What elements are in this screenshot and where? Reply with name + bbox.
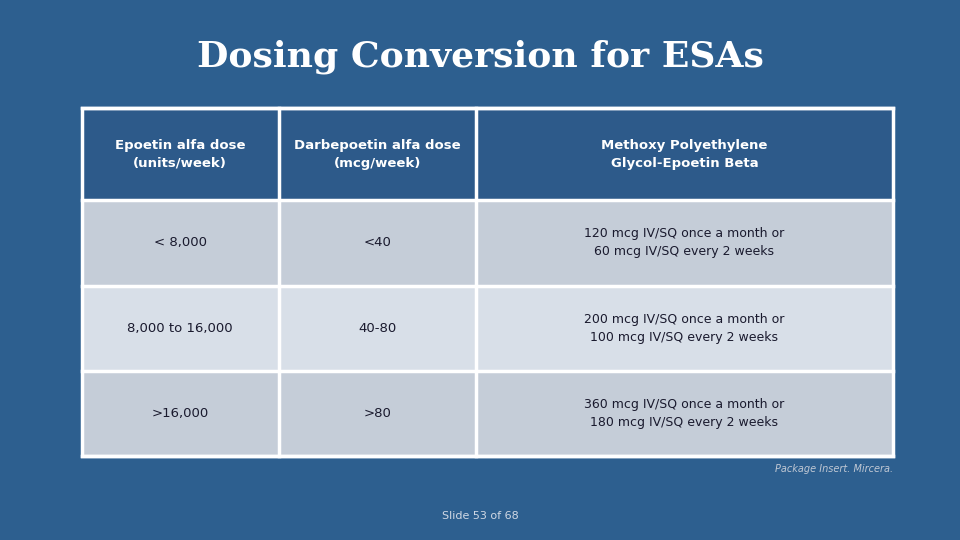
Bar — [476, 286, 893, 371]
Bar — [476, 108, 893, 200]
Text: >80: >80 — [363, 407, 392, 420]
Text: <40: <40 — [363, 237, 392, 249]
Bar — [476, 371, 893, 456]
Bar — [82, 108, 893, 456]
Text: < 8,000: < 8,000 — [154, 237, 206, 249]
Bar — [278, 371, 476, 456]
Bar — [82, 108, 893, 456]
Bar — [278, 286, 476, 371]
Bar — [82, 371, 278, 456]
Text: Slide 53 of 68: Slide 53 of 68 — [442, 511, 518, 521]
Text: Package Insert. Mircera.: Package Insert. Mircera. — [775, 464, 893, 475]
Text: Darbepoetin alfa dose
(mcg/week): Darbepoetin alfa dose (mcg/week) — [294, 139, 461, 170]
Bar — [82, 286, 278, 371]
Text: 360 mcg IV/SQ once a month or
180 mcg IV/SQ every 2 weeks: 360 mcg IV/SQ once a month or 180 mcg IV… — [585, 398, 784, 429]
Text: Dosing Conversion for ESAs: Dosing Conversion for ESAs — [197, 39, 763, 74]
Bar — [82, 108, 278, 200]
Text: 200 mcg IV/SQ once a month or
100 mcg IV/SQ every 2 weeks: 200 mcg IV/SQ once a month or 100 mcg IV… — [584, 313, 784, 344]
Text: Epoetin alfa dose
(units/week): Epoetin alfa dose (units/week) — [115, 139, 246, 170]
Text: >16,000: >16,000 — [152, 407, 208, 420]
Text: 8,000 to 16,000: 8,000 to 16,000 — [128, 322, 233, 335]
Bar — [278, 200, 476, 286]
Text: 120 mcg IV/SQ once a month or
60 mcg IV/SQ every 2 weeks: 120 mcg IV/SQ once a month or 60 mcg IV/… — [585, 227, 784, 259]
Bar — [278, 108, 476, 200]
Bar — [476, 200, 893, 286]
Text: 40-80: 40-80 — [358, 322, 396, 335]
Bar — [82, 200, 278, 286]
Text: Methoxy Polyethylene
Glycol-Epoetin Beta: Methoxy Polyethylene Glycol-Epoetin Beta — [601, 139, 767, 170]
